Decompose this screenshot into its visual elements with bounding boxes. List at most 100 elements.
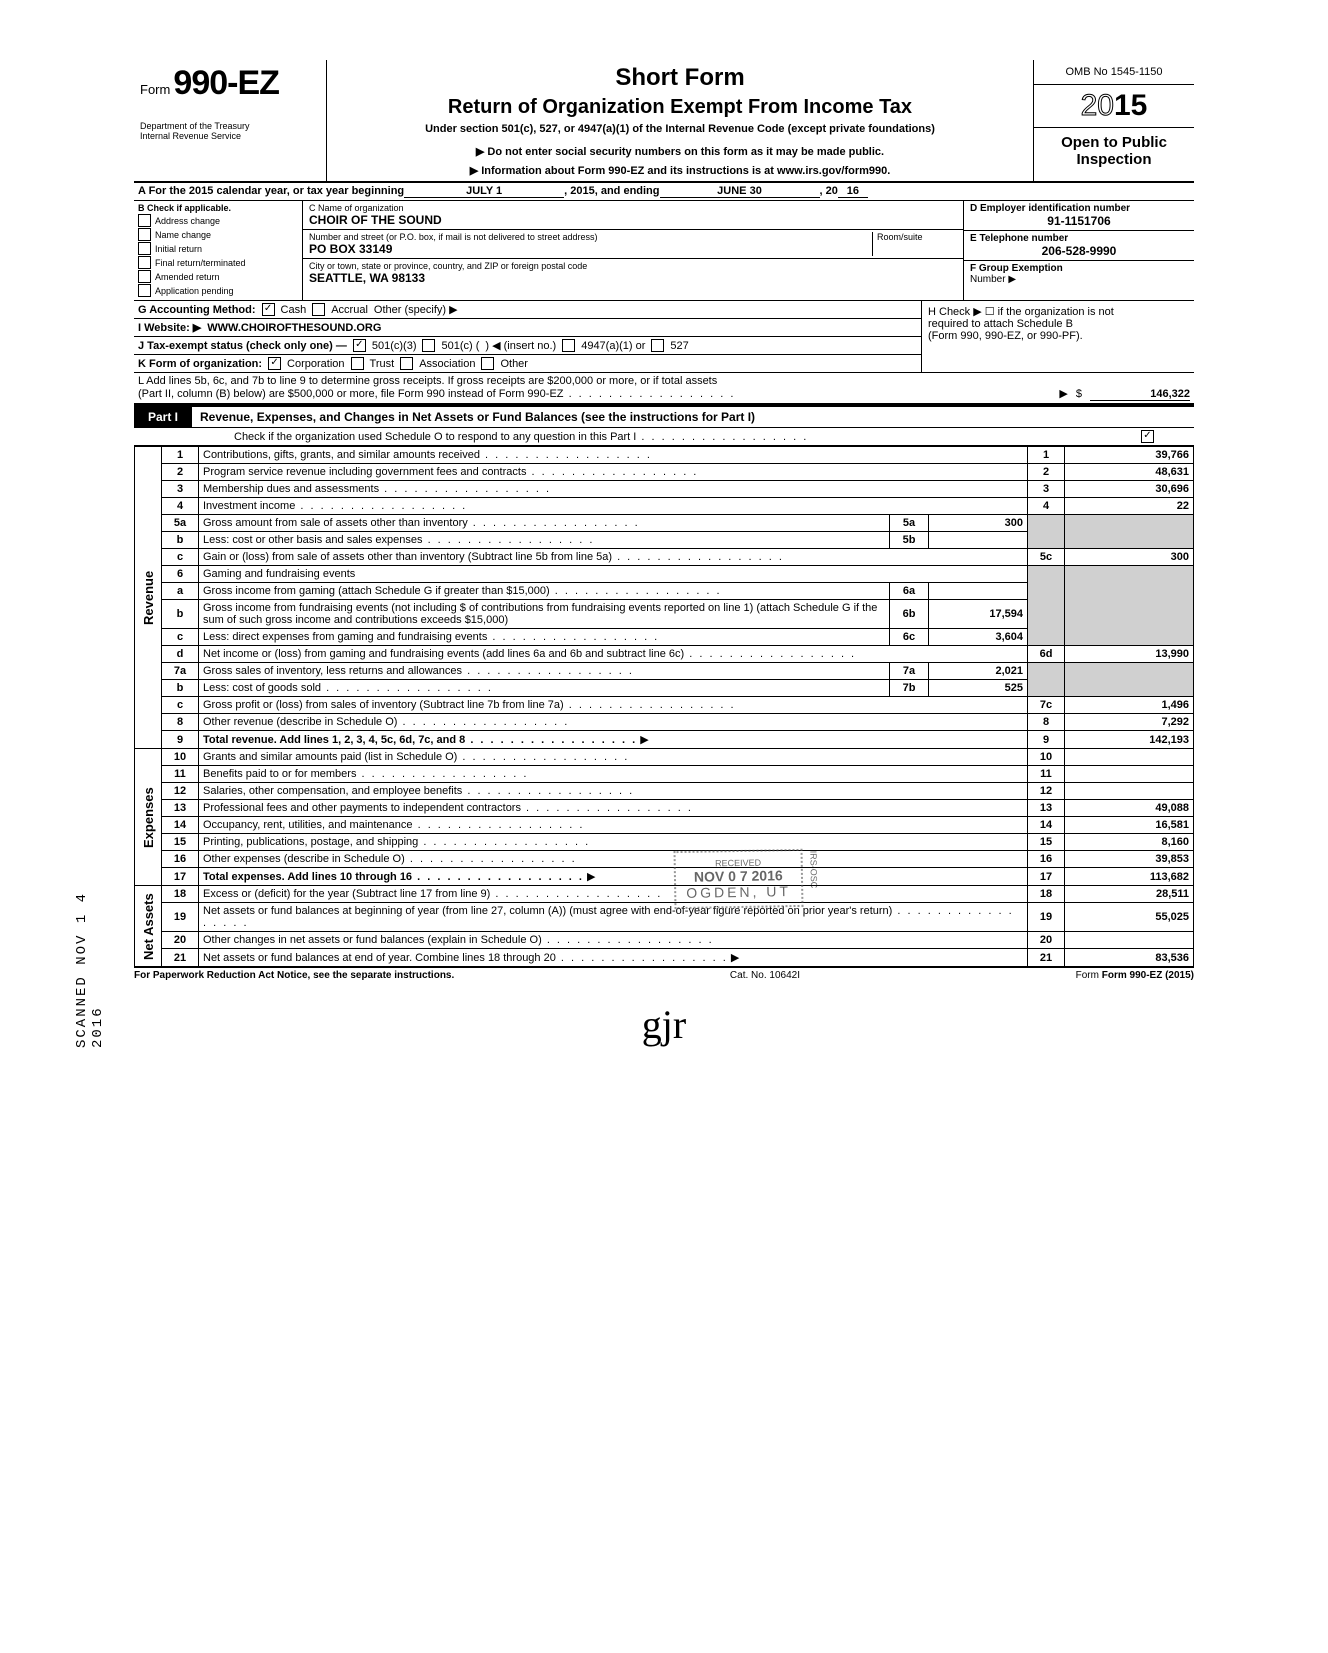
checkbox-501c3[interactable]: ✓ <box>353 339 366 352</box>
checkbox-cash[interactable]: ✓ <box>262 303 275 316</box>
d-label: D Employer identification number <box>970 203 1188 214</box>
sub-num: 6b <box>890 600 929 629</box>
line-desc: Other expenses (describe in Schedule O) <box>203 853 577 865</box>
right-col: D Employer identification number 91-1151… <box>964 201 1194 300</box>
line-num: 19 <box>162 903 199 932</box>
line-num: 21 <box>162 949 199 967</box>
sub-num: 7a <box>890 663 929 680</box>
chk-label: Final return/terminated <box>155 258 246 268</box>
city-label: City or town, state or province, country… <box>309 261 957 271</box>
phone: 206-528-9990 <box>970 244 1188 258</box>
checkbox-trust[interactable] <box>351 357 364 370</box>
shaded-cell <box>1065 515 1194 549</box>
line-desc: Total expenses. Add lines 10 through 16 <box>203 871 584 883</box>
line-desc: Gross amount from sale of assets other t… <box>203 517 640 529</box>
col-val: 48,631 <box>1065 464 1194 481</box>
k-corp: Corporation <box>287 358 344 370</box>
cash-label: Cash <box>281 304 307 316</box>
checkbox-527[interactable] <box>651 339 664 352</box>
col-num: 5c <box>1028 549 1065 566</box>
sub-val: 525 <box>929 680 1028 697</box>
k-label: K Form of organization: <box>138 358 262 370</box>
col-val: 55,025 <box>1065 903 1194 932</box>
l-dollar: $ <box>1076 388 1082 400</box>
checkbox[interactable] <box>138 270 151 283</box>
line-desc: Excess or (deficit) for the year (Subtra… <box>203 888 662 900</box>
col-num: 8 <box>1028 714 1065 731</box>
checkbox[interactable] <box>138 242 151 255</box>
line-desc: Professional fees and other payments to … <box>203 802 693 814</box>
l-line1: L Add lines 5b, 6c, and 7b to line 9 to … <box>138 375 1190 387</box>
checkbox[interactable] <box>138 256 151 269</box>
part1-checkbox[interactable]: ✓ <box>1141 430 1154 443</box>
l-block: L Add lines 5b, 6c, and 7b to line 9 to … <box>134 373 1194 405</box>
col-val: 8,160 <box>1065 834 1194 851</box>
line-desc: Investment income <box>203 500 467 512</box>
col-num: 19 <box>1028 903 1065 932</box>
shaded-cell <box>1028 566 1065 646</box>
col-num: 16 <box>1028 851 1065 868</box>
col-val <box>1065 766 1194 783</box>
line-num: 9 <box>162 731 199 749</box>
col-num: 4 <box>1028 498 1065 515</box>
j-row: J Tax-exempt status (check only one) — ✓… <box>134 337 921 355</box>
stamp-date: NOV 0 7 2016 <box>686 867 791 885</box>
col-num: 18 <box>1028 886 1065 903</box>
chk-label: Application pending <box>155 286 234 296</box>
chk-label: Amended return <box>155 272 220 282</box>
short-form-title: Short Form <box>333 64 1027 92</box>
checkbox-assoc[interactable] <box>400 357 413 370</box>
col-val: 22 <box>1065 498 1194 515</box>
line-num: 11 <box>162 766 199 783</box>
g-row: G Accounting Method: ✓Cash Accrual Other… <box>134 301 921 319</box>
j-label: J Tax-exempt status (check only one) — <box>138 340 347 352</box>
checkbox[interactable] <box>138 214 151 227</box>
k-trust: Trust <box>370 358 395 370</box>
ein: 91-1151706 <box>970 214 1188 228</box>
checkbox-accrual[interactable] <box>312 303 325 316</box>
dept-label: Department of the Treasury Internal Reve… <box>140 121 320 141</box>
other-label: Other (specify) ▶ <box>374 303 458 316</box>
part1-label: Part I <box>134 407 192 427</box>
sub-num: 5b <box>890 532 929 549</box>
line-num: 12 <box>162 783 199 800</box>
sub-num: 6a <box>890 583 929 600</box>
line-num: b <box>162 600 199 629</box>
line-desc: Benefits paid to or for members <box>203 768 528 780</box>
line-num: 2 <box>162 464 199 481</box>
checkbox[interactable] <box>138 284 151 297</box>
bcd-block: B Check if applicable. Address change Na… <box>134 201 1194 301</box>
sub-val: 17,594 <box>929 600 1028 629</box>
col-num: 14 <box>1028 817 1065 834</box>
signature: gjr <box>134 1001 1194 1048</box>
checkbox-corp[interactable]: ✓ <box>268 357 281 370</box>
line-num: 6 <box>162 566 199 583</box>
return-title: Return of Organization Exempt From Incom… <box>333 96 1027 119</box>
i-label: I Website: ▶ <box>138 321 201 334</box>
checkbox[interactable] <box>138 228 151 241</box>
col-val: 1,496 <box>1065 697 1194 714</box>
col-val <box>1065 749 1194 766</box>
omb-number: OMB No 1545-1150 <box>1034 60 1194 85</box>
check-header: B Check if applicable. <box>138 203 298 213</box>
col-num: 6d <box>1028 646 1065 663</box>
part1-header: Part I Revenue, Expenses, and Changes in… <box>134 405 1194 428</box>
website: WWW.CHOIROFTHESOUND.ORG <box>207 322 381 334</box>
e-label: E Telephone number <box>970 233 1188 244</box>
line-num: 7a <box>162 663 199 680</box>
g-label: G Accounting Method: <box>138 304 256 316</box>
checkbox-other[interactable] <box>481 357 494 370</box>
col-num: 9 <box>1028 731 1065 749</box>
checkbox-501c[interactable] <box>422 339 435 352</box>
col-val: 39,766 <box>1065 447 1194 464</box>
open-public: Open to Public Inspection <box>1034 128 1194 174</box>
line-desc: Membership dues and assessments <box>203 483 551 495</box>
line-num: 8 <box>162 714 199 731</box>
line-desc: Program service revenue including govern… <box>203 466 698 478</box>
sub-num: 6c <box>890 629 929 646</box>
line-desc: Other revenue (describe in Schedule O) <box>203 716 569 728</box>
checkbox-4947[interactable] <box>562 339 575 352</box>
footer-left: For Paperwork Reduction Act Notice, see … <box>134 970 454 981</box>
line-num: 10 <box>162 749 199 766</box>
col-val <box>1065 783 1194 800</box>
